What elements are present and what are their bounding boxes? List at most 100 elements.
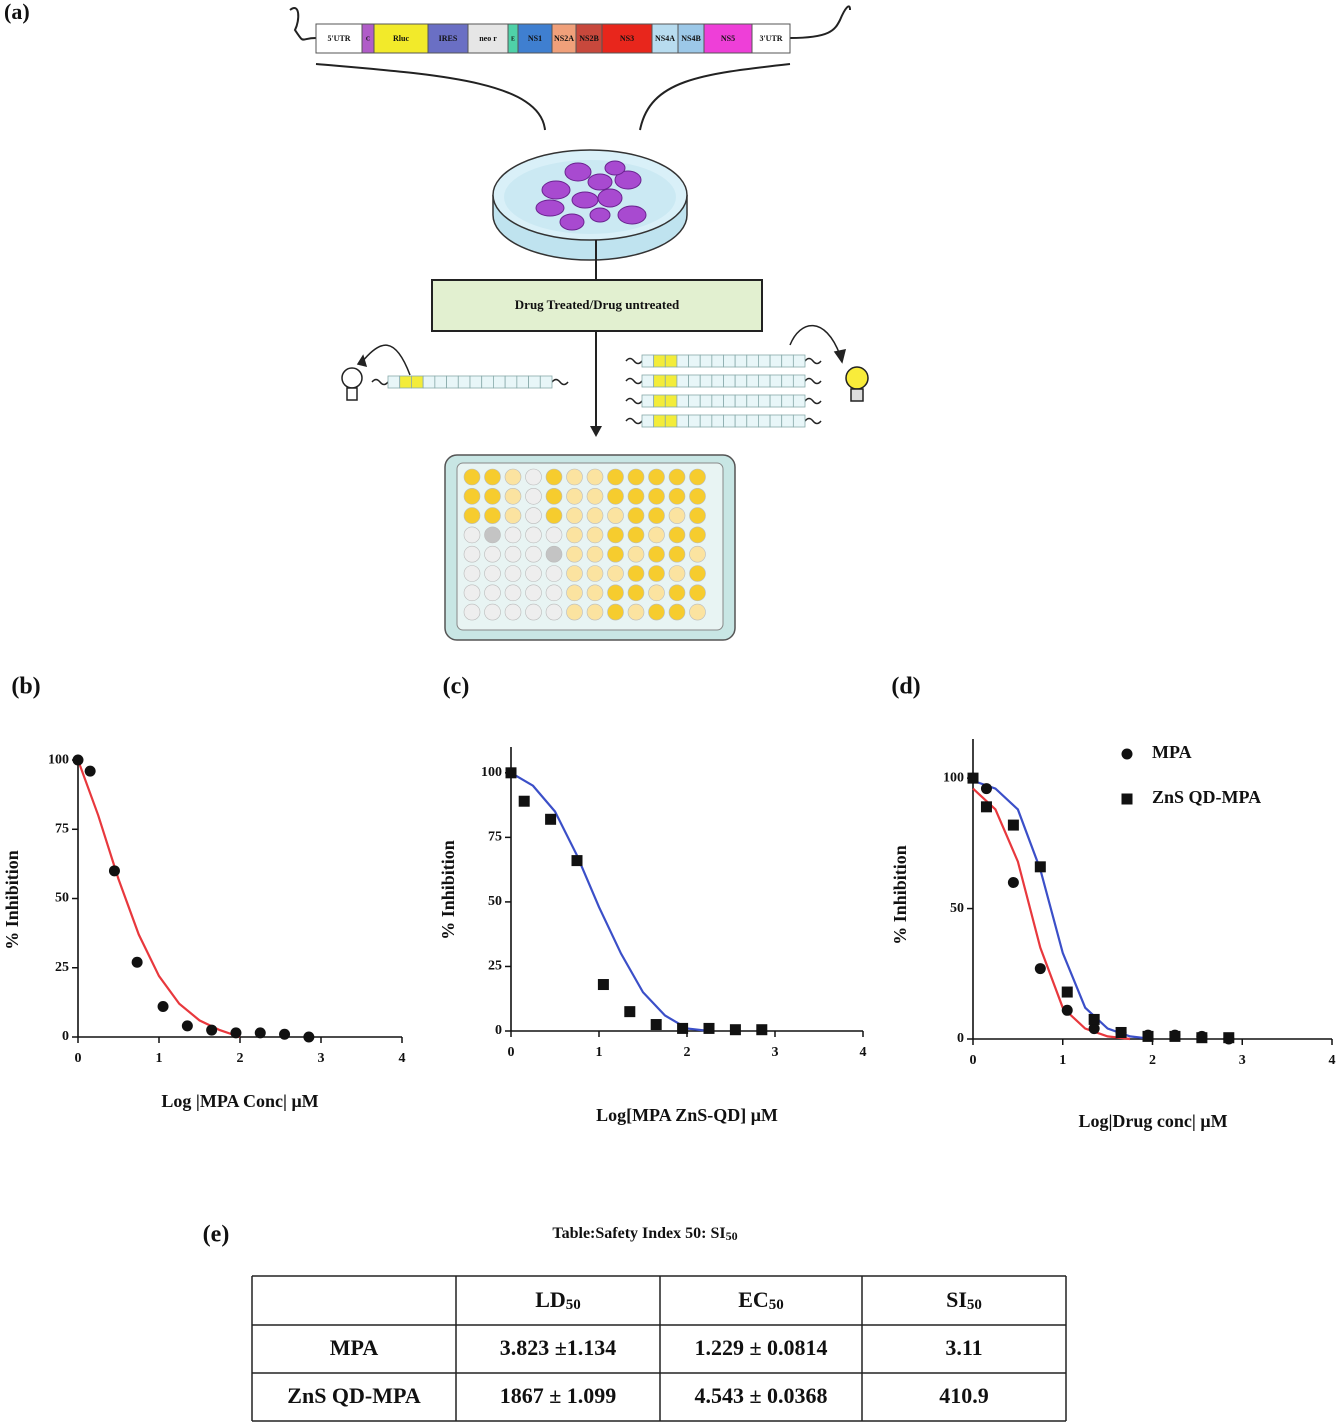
well bbox=[525, 565, 542, 582]
y-tick-label: 100 bbox=[48, 752, 69, 767]
plate-inner bbox=[456, 462, 724, 631]
well bbox=[607, 603, 624, 621]
point bbox=[505, 767, 517, 779]
strip-cell bbox=[664, 354, 678, 368]
well bbox=[668, 565, 686, 582]
x-tick-label: 3 bbox=[772, 1045, 779, 1060]
point bbox=[181, 1020, 193, 1032]
well bbox=[689, 565, 706, 582]
x-axis-label: Log|Drug conc| μM bbox=[1078, 1111, 1227, 1131]
well bbox=[607, 507, 624, 524]
strip-cell bbox=[469, 375, 483, 389]
x-axis-label: Log |MPA Conc| μM bbox=[161, 1091, 318, 1111]
strip-cell bbox=[723, 354, 736, 368]
well bbox=[525, 526, 542, 544]
well bbox=[689, 526, 706, 544]
squiggle bbox=[625, 357, 643, 365]
well bbox=[607, 545, 624, 563]
y-tick-label: 75 bbox=[488, 830, 502, 845]
well bbox=[525, 603, 542, 621]
strip-cell bbox=[653, 414, 666, 428]
well bbox=[668, 487, 686, 505]
strip-cell bbox=[792, 354, 806, 368]
table-title: Table:Safety Index 50: SI50 bbox=[552, 1225, 737, 1243]
well bbox=[525, 468, 542, 486]
x-tick-label: 4 bbox=[399, 1051, 406, 1066]
strip-cell bbox=[493, 375, 506, 389]
strip-cell bbox=[781, 394, 794, 408]
title-sub: 50 bbox=[726, 1229, 738, 1243]
column-header: SI50 bbox=[946, 1287, 982, 1313]
strip-cell bbox=[641, 414, 655, 428]
point bbox=[571, 855, 583, 867]
y-tick-label: 25 bbox=[488, 959, 502, 974]
point bbox=[1088, 1013, 1100, 1025]
strip-cell bbox=[792, 414, 806, 428]
well bbox=[607, 526, 624, 544]
well bbox=[504, 526, 522, 544]
segment-label: NS5 bbox=[721, 34, 735, 43]
genome-segment bbox=[651, 23, 679, 54]
well bbox=[566, 468, 583, 486]
connector bbox=[639, 63, 791, 131]
well bbox=[648, 487, 665, 505]
well bbox=[525, 584, 542, 602]
segment-label: IRES bbox=[439, 34, 458, 43]
point bbox=[279, 1028, 291, 1040]
well bbox=[648, 603, 665, 621]
x-tick-label: 1 bbox=[156, 1051, 163, 1066]
squiggle bbox=[371, 378, 389, 386]
well bbox=[484, 565, 501, 582]
well bbox=[463, 545, 481, 563]
well bbox=[627, 507, 645, 524]
well bbox=[627, 584, 645, 602]
well bbox=[648, 584, 665, 602]
point bbox=[108, 865, 120, 877]
replicon-strips bbox=[371, 354, 822, 428]
squiggle bbox=[625, 397, 643, 405]
well bbox=[627, 468, 645, 486]
well bbox=[484, 545, 501, 563]
well bbox=[504, 487, 522, 505]
header-text: LD bbox=[535, 1287, 566, 1312]
strip-cell bbox=[769, 354, 783, 368]
y-tick-label: 0 bbox=[62, 1029, 69, 1044]
y-axis-label: % Inhibition bbox=[2, 850, 22, 950]
strip-cell bbox=[781, 354, 794, 368]
strip-cell bbox=[711, 374, 724, 388]
strip-cell bbox=[641, 394, 655, 408]
panel-label: (b) bbox=[11, 674, 40, 700]
table-cell: 3.11 bbox=[945, 1335, 982, 1360]
squiggle bbox=[625, 417, 643, 425]
strip-cell bbox=[688, 414, 701, 428]
squiggle bbox=[804, 357, 822, 365]
genome-segment bbox=[315, 23, 363, 54]
well bbox=[668, 545, 686, 563]
genome-segment bbox=[551, 23, 577, 54]
strip-cell bbox=[746, 394, 759, 408]
well bbox=[566, 584, 583, 602]
y-tick-label: 50 bbox=[488, 894, 502, 909]
point bbox=[230, 1027, 242, 1039]
wells bbox=[463, 468, 706, 621]
point bbox=[1223, 1032, 1235, 1044]
strip-cell bbox=[711, 414, 724, 428]
segment-label: NS1 bbox=[528, 34, 542, 43]
well bbox=[504, 603, 522, 621]
strip-cell bbox=[387, 375, 401, 389]
strip-cell bbox=[653, 374, 666, 388]
segment-label: NS4B bbox=[681, 34, 701, 43]
point bbox=[303, 1031, 315, 1043]
well bbox=[627, 603, 645, 621]
strip-cell bbox=[664, 374, 678, 388]
strip-cell bbox=[723, 374, 736, 388]
strip-cell bbox=[434, 375, 447, 389]
strip-cell bbox=[769, 374, 783, 388]
squiggle bbox=[625, 377, 643, 385]
legend-marker bbox=[1121, 748, 1133, 760]
well bbox=[463, 507, 481, 524]
strip-cell bbox=[411, 375, 424, 389]
fit-curve bbox=[972, 787, 1131, 1041]
point bbox=[72, 754, 84, 766]
